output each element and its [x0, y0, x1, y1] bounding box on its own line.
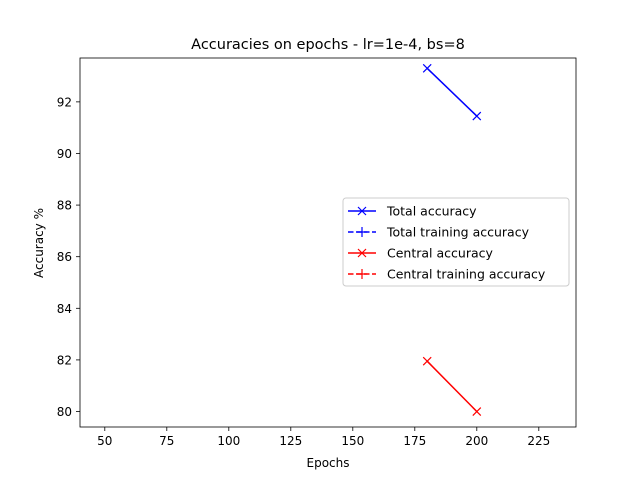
plot-frame — [79, 57, 577, 428]
legend-marker — [357, 206, 367, 216]
legend-label: Total accuracy — [386, 204, 477, 219]
series-line — [426, 360, 478, 413]
data-point-marker — [422, 356, 432, 366]
x-tick-label: 75 — [159, 434, 174, 448]
y-tick-label: 82 — [57, 353, 72, 367]
chart-title: Accuracies on epochs - lr=1e-4, bs=8 — [191, 37, 465, 53]
x-tick-label: 100 — [217, 434, 240, 448]
x-tick-label: 50 — [97, 434, 112, 448]
x-tick-label: 225 — [527, 434, 550, 448]
legend-label: Central training accuracy — [387, 267, 546, 282]
x-tick-label: 150 — [341, 434, 364, 448]
x-axis-label: Epochs — [307, 456, 350, 470]
series-line — [426, 67, 478, 117]
data-point-marker — [472, 111, 482, 121]
legend-marker — [357, 248, 367, 258]
legend: Total accuracy Total training accuracy Cen… — [342, 197, 570, 287]
plot-area: 50 75 100 125 150 175 200 225 80 82 84 86 88 90 92 — [57, 57, 577, 448]
x-tick-label: 125 — [279, 434, 302, 448]
y-tick-label: 84 — [57, 302, 72, 316]
x-tick-label: 200 — [465, 434, 488, 448]
y-tick-label: 80 — [57, 405, 72, 419]
y-tick-label: 86 — [57, 250, 72, 264]
legend-box — [342, 197, 570, 287]
y-axis-label: Accuracy % — [32, 208, 46, 278]
data-point-marker — [422, 63, 432, 73]
legend-label: Central accuracy — [387, 246, 493, 261]
legend-label: Total training accuracy — [386, 225, 530, 240]
x-tick-label: 175 — [403, 434, 426, 448]
data-point-marker — [472, 407, 482, 416]
y-tick-label: 92 — [57, 95, 72, 109]
legend-marker — [357, 227, 367, 237]
y-tick-label: 90 — [57, 147, 72, 161]
legend-marker — [357, 269, 367, 279]
y-tick-label: 88 — [57, 199, 72, 213]
